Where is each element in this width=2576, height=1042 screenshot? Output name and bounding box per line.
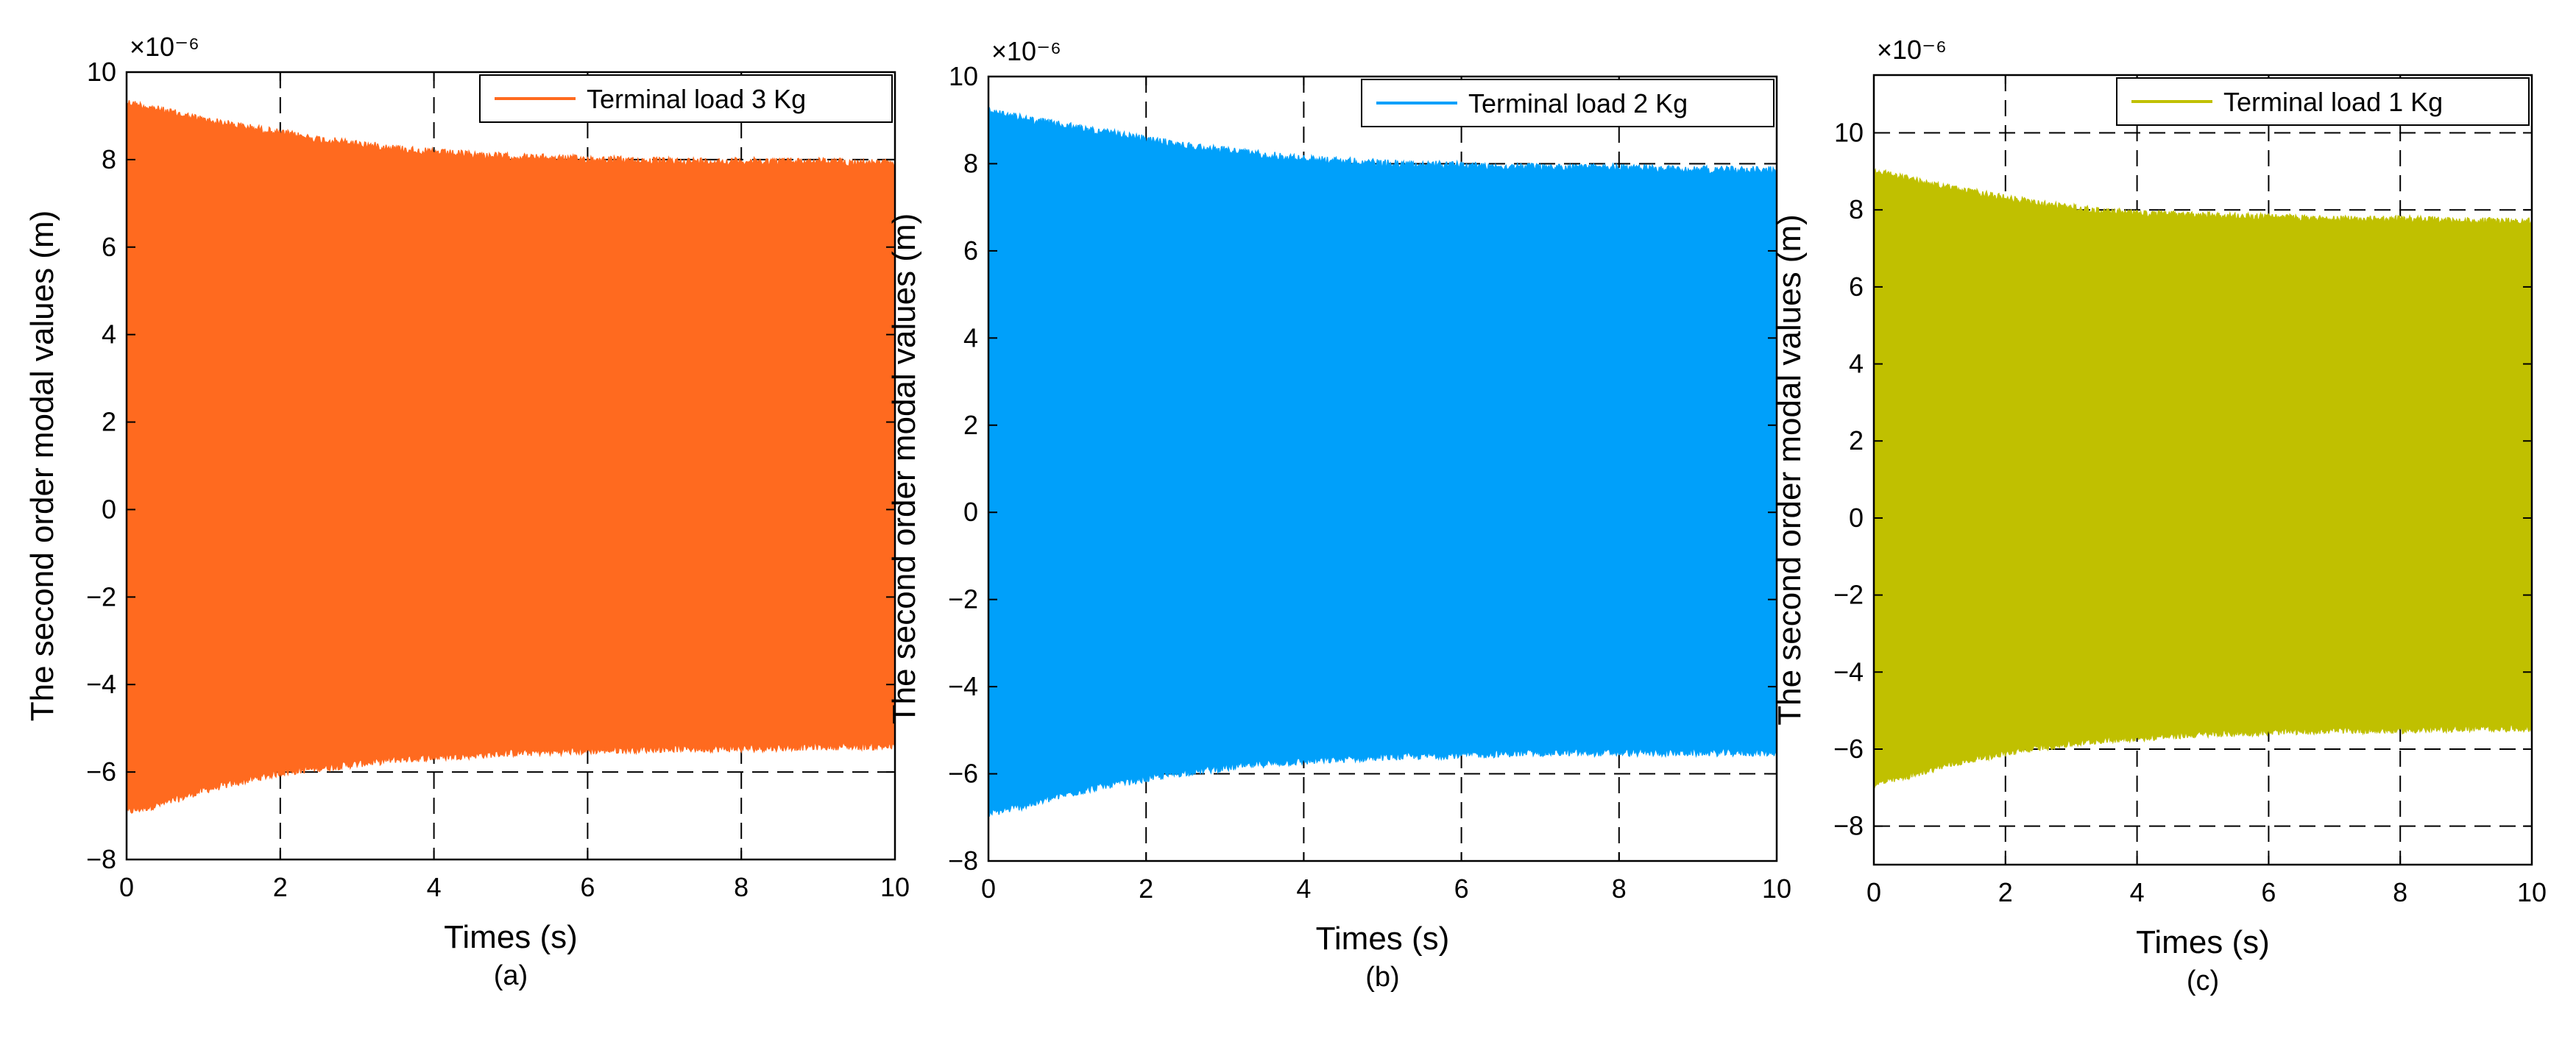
- x-axis-label: Times (s): [1316, 921, 1450, 957]
- y-tick-label: 4: [102, 319, 116, 350]
- y-tick-label: −8: [86, 844, 116, 874]
- y-tick-label: −4: [1833, 656, 1864, 687]
- exponent-label: ×10⁻⁶: [991, 36, 1061, 66]
- panel-caption: (c): [2187, 965, 2219, 996]
- y-tick-label: 2: [102, 407, 116, 437]
- y-tick-label: 8: [102, 144, 116, 174]
- y-tick-label: 2: [1849, 425, 1864, 456]
- y-tick-label: −4: [948, 671, 978, 701]
- x-tick-label: 2: [1139, 873, 1153, 904]
- exponent-label: ×10⁻⁶: [1877, 35, 1947, 65]
- legend-label: Terminal load 3 Kg: [587, 84, 806, 114]
- series-band: [1874, 168, 2532, 790]
- y-tick-label: −2: [1833, 580, 1864, 610]
- legend: Terminal load 1 Kg: [2116, 77, 2530, 126]
- x-tick-label: 10: [880, 872, 910, 902]
- x-tick-label: 6: [1454, 873, 1469, 904]
- y-tick-label: −2: [86, 581, 116, 612]
- x-tick-label: 0: [119, 872, 134, 902]
- y-tick-label: −6: [86, 756, 116, 787]
- x-tick-label: 2: [1998, 877, 2013, 907]
- x-tick-label: 6: [580, 872, 595, 902]
- x-tick-label: 10: [1762, 873, 1791, 904]
- chart-panel-2: 0 2 4 6 8 10 −8 −6 −4 −2 0 2 4 6 8 10 ×10⁻⁶ Times (s) The …: [886, 36, 1791, 993]
- x-tick-label: 8: [2393, 877, 2407, 907]
- x-tick-label: 10: [2517, 877, 2547, 907]
- panel-caption: (a): [494, 960, 528, 991]
- y-tick-label: −6: [948, 759, 978, 789]
- x-tick-label: 0: [1866, 877, 1881, 907]
- legend-label: Terminal load 1 Kg: [2223, 87, 2443, 117]
- legend: Terminal load 3 Kg: [479, 74, 893, 123]
- y-tick-label: −8: [948, 846, 978, 876]
- y-tick-label: 4: [963, 322, 978, 352]
- y-tick-label: 10: [949, 61, 978, 91]
- x-tick-label: 8: [1612, 873, 1627, 904]
- x-tick-label: 8: [734, 872, 749, 902]
- y-tick-label: 0: [1849, 503, 1864, 533]
- y-axis-label: The second order modal values (m): [24, 210, 60, 722]
- x-axis-label: Times (s): [444, 919, 578, 955]
- y-tick-label: 10: [87, 57, 116, 87]
- x-tick-label: 4: [427, 872, 442, 902]
- x-tick-label: 6: [2261, 877, 2276, 907]
- chart-panel-3: 0 2 4 6 8 10 −8 −6 −4 −2 0 2 4 6 8 10 ×10⁻⁶ Times (s) The …: [1772, 35, 2547, 996]
- axes-box: [987, 75, 1778, 862]
- y-tick-label: 6: [1849, 272, 1864, 302]
- x-tick-label: 0: [981, 873, 996, 904]
- series-band: [988, 107, 1777, 817]
- legend: Terminal load 2 Kg: [1361, 79, 1774, 127]
- axes-box: [125, 71, 896, 861]
- chart-panel-1: 0 2 4 6 8 10 −8 −6 −4 −2 0 2 4 6 8 10 ×10⁻⁶ Times (s) The …: [24, 32, 910, 991]
- x-tick-label: 2: [273, 872, 288, 902]
- y-tick-label: 8: [963, 148, 978, 178]
- y-tick-label: −6: [1833, 734, 1864, 764]
- x-tick-label: 4: [1296, 873, 1311, 904]
- y-axis-label: The second order modal values (m): [886, 213, 922, 725]
- y-axis-label: The second order modal values (m): [1772, 214, 1808, 726]
- y-tick-label: −4: [86, 669, 116, 699]
- y-tick-label: 6: [963, 235, 978, 266]
- y-tick-label: 0: [963, 497, 978, 527]
- x-tick-label: 4: [2130, 877, 2145, 907]
- exponent-label: ×10⁻⁶: [130, 32, 199, 62]
- y-tick-label: 8: [1849, 194, 1864, 224]
- y-tick-label: −2: [948, 584, 978, 614]
- y-tick-label: 6: [102, 232, 116, 262]
- y-tick-label: −8: [1833, 811, 1864, 841]
- x-axis-label: Times (s): [2136, 924, 2270, 960]
- series-band: [127, 100, 895, 814]
- y-tick-label: 2: [963, 410, 978, 440]
- y-tick-label: 4: [1849, 349, 1864, 379]
- y-tick-label: 10: [1834, 118, 1864, 148]
- axes-box: [1872, 74, 2533, 866]
- y-tick-label: 0: [102, 494, 116, 524]
- legend-label: Terminal load 2 Kg: [1468, 88, 1688, 118]
- panel-caption: (b): [1365, 962, 1399, 993]
